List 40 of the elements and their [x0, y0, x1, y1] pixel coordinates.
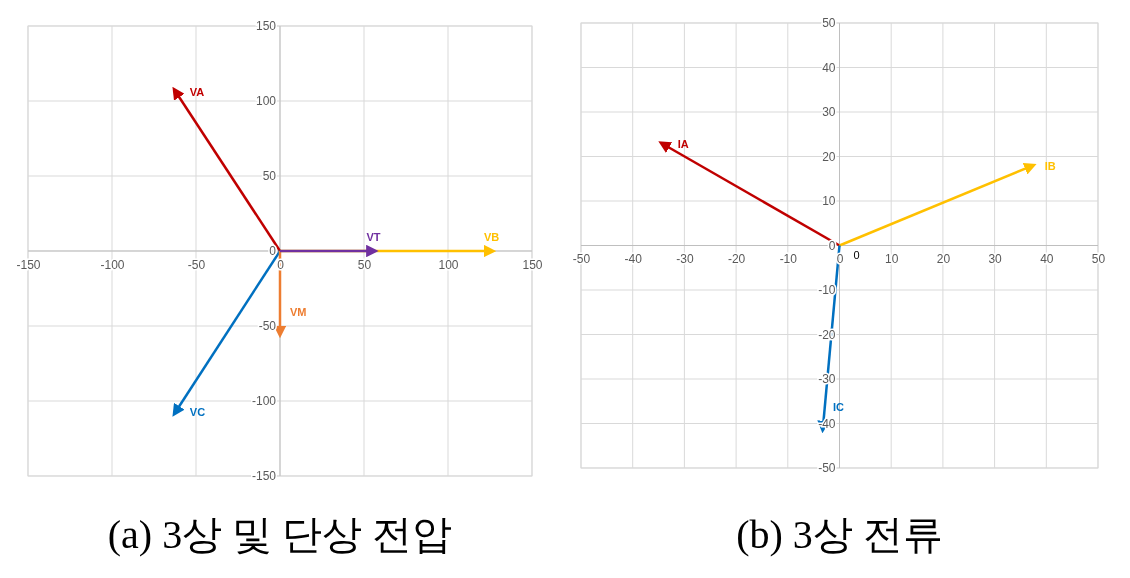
series-label: IC	[832, 401, 845, 414]
x-tick-label: -50	[187, 257, 206, 272]
y-tick-label: -50	[258, 319, 277, 334]
y-tick-label: 20	[822, 149, 836, 164]
series-label: VC	[189, 405, 206, 418]
x-tick-label: 100	[438, 257, 459, 272]
x-tick-label: 150	[522, 257, 543, 272]
y-tick-label: -150	[251, 469, 277, 484]
series-label: VT	[366, 231, 381, 243]
x-tick-label: -20	[727, 252, 746, 267]
x-tick-label: 40	[1040, 252, 1054, 267]
series-label: IA	[677, 138, 689, 151]
y-tick-label: 50	[822, 16, 836, 31]
x-tick-label: -40	[624, 252, 643, 267]
series-label: VB	[484, 231, 500, 243]
x-tick-label: 30	[988, 252, 1003, 267]
series-label: VM	[290, 306, 307, 318]
y-tick-label: 0	[828, 238, 836, 253]
x-tick-label: 50	[357, 257, 372, 272]
y-tick-label: -40	[818, 416, 836, 431]
x-tick-label: 10	[885, 252, 899, 267]
text: (b) 3상 전류	[736, 512, 943, 557]
x-tick-label: -150	[16, 257, 41, 272]
y-tick-label: 100	[255, 94, 277, 109]
x-tick-label: 50	[1091, 252, 1106, 267]
y-tick-label: 30	[822, 105, 836, 120]
y-tick-label: -100	[251, 394, 277, 409]
x-tick-label: -50	[572, 252, 591, 267]
x-tick-label: -10	[779, 252, 798, 267]
y-tick-label: 150	[255, 19, 277, 34]
series-label: VA	[189, 86, 205, 98]
x-tick-label: -30	[676, 252, 694, 267]
y-tick-label: 10	[822, 194, 836, 209]
x-tick-label: 20	[936, 252, 951, 267]
text: (a) 3상 및 단상 전압	[107, 512, 453, 557]
y-tick-label: -50	[818, 461, 836, 476]
x-tick-label: -100	[100, 257, 125, 272]
series-label: IB	[1044, 160, 1056, 173]
y-tick-label: 40	[822, 60, 836, 75]
y-tick-label: 50	[262, 169, 277, 184]
